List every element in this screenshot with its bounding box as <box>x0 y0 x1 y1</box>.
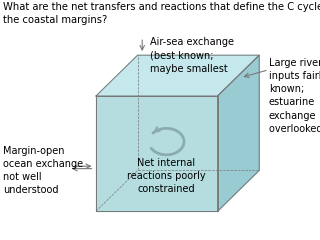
Text: Margin-open
ocean exchange
not well
understood: Margin-open ocean exchange not well unde… <box>3 146 83 195</box>
Text: Air-sea exchange
(best known;
maybe smallest: Air-sea exchange (best known; maybe smal… <box>150 37 234 74</box>
Text: What are the net transfers and reactions that define the C cycle in
the coastal : What are the net transfers and reactions… <box>3 2 320 25</box>
Text: Large river
inputs fairly well
known;
estuarine
exchange
overlooked ??: Large river inputs fairly well known; es… <box>269 58 320 134</box>
Polygon shape <box>96 55 259 96</box>
Polygon shape <box>96 96 218 211</box>
Text: Net internal
reactions poorly
constrained: Net internal reactions poorly constraine… <box>127 158 206 194</box>
Polygon shape <box>218 55 259 211</box>
